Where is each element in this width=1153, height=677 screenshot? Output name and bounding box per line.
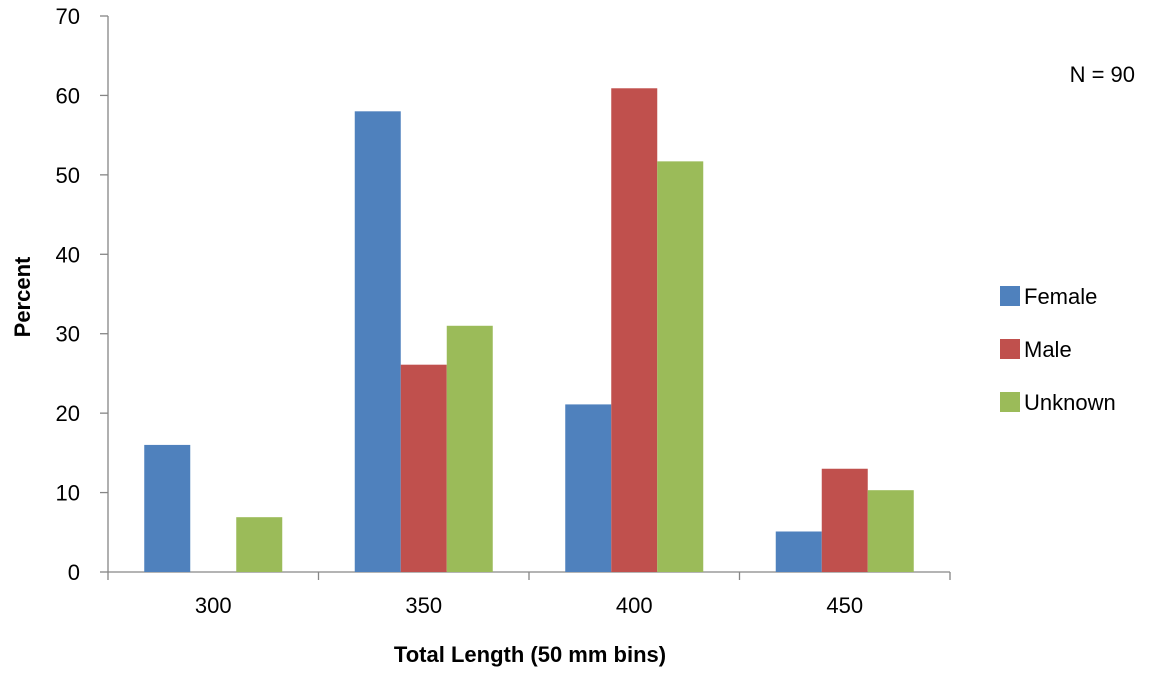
legend: Female Male Unknown xyxy=(1000,284,1116,415)
y-tick-label: 70 xyxy=(56,4,80,29)
x-axis: 300 350 400 450 xyxy=(107,571,951,618)
x-tick-label: 300 xyxy=(195,593,232,618)
bar-unknown xyxy=(446,325,493,572)
bar-unknown xyxy=(657,161,704,572)
y-tick-label: 60 xyxy=(56,83,80,108)
bars xyxy=(144,88,914,573)
bar-unknown xyxy=(867,490,914,572)
y-axis: 0 10 20 30 40 50 60 70 xyxy=(56,4,109,585)
legend-label-unknown: Unknown xyxy=(1024,390,1116,415)
legend-label-female: Female xyxy=(1024,284,1097,309)
y-axis-title: Percent xyxy=(10,256,35,337)
bar-female xyxy=(144,444,191,572)
y-tick-label: 10 xyxy=(56,481,80,506)
y-tick-label: 30 xyxy=(56,322,80,347)
bar-male xyxy=(821,468,868,572)
legend-swatch-unknown xyxy=(1000,392,1020,412)
y-tick-label: 40 xyxy=(56,242,80,267)
legend-label-male: Male xyxy=(1024,337,1072,362)
bar-female xyxy=(775,531,822,572)
bar-male xyxy=(611,88,658,572)
y-tick-label: 0 xyxy=(68,560,80,585)
bar-male xyxy=(400,364,447,572)
x-tick-label: 400 xyxy=(616,593,653,618)
bar-female xyxy=(354,111,401,573)
bar-unknown xyxy=(236,517,283,572)
y-tick-label: 20 xyxy=(56,401,80,426)
legend-swatch-male xyxy=(1000,339,1020,359)
x-tick-label: 350 xyxy=(405,593,442,618)
bar-female xyxy=(565,404,612,572)
legend-swatch-female xyxy=(1000,286,1020,306)
sample-size-annotation: N = 90 xyxy=(1070,62,1135,87)
x-axis-title: Total Length (50 mm bins) xyxy=(394,642,666,667)
x-tick-label: 450 xyxy=(826,593,863,618)
y-tick-label: 50 xyxy=(56,163,80,188)
